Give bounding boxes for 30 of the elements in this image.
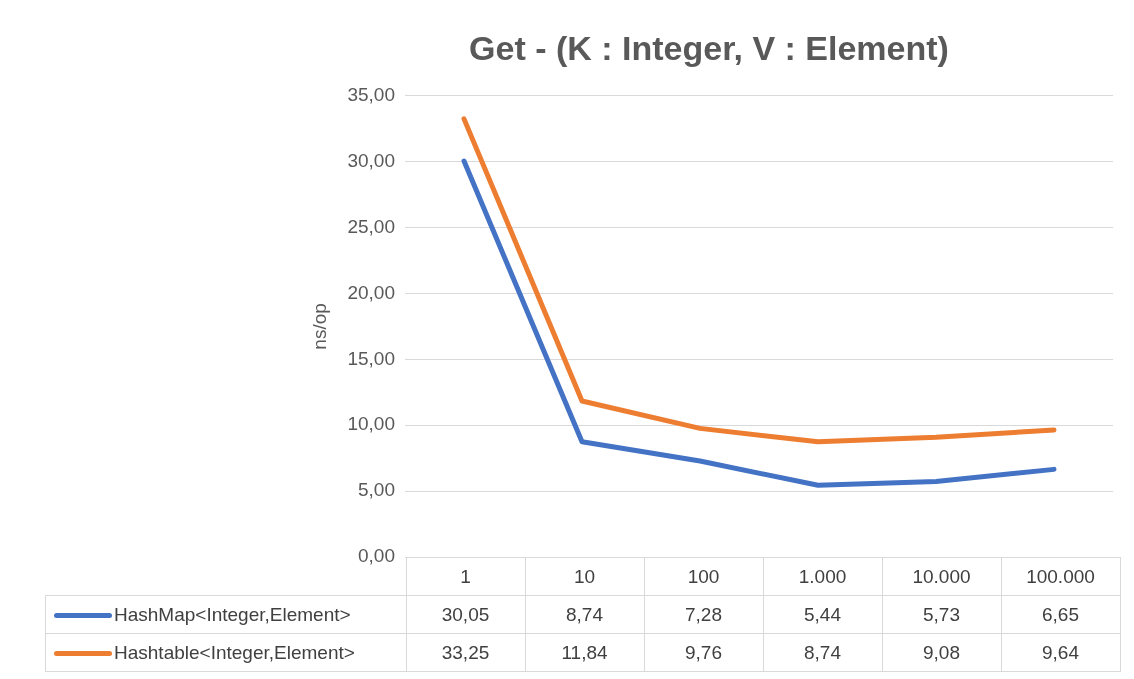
y-tick-label: 0,00: [358, 545, 395, 567]
data-label: 5,44: [763, 595, 882, 634]
legend-label: Hashtable<Integer,Element>: [45, 633, 406, 672]
x-tick-label: 10: [525, 557, 644, 596]
y-axis-title: ns/op: [308, 303, 330, 350]
x-tick-label: 10.000: [882, 557, 1001, 596]
x-tick-label: 100.000: [1001, 557, 1120, 596]
y-tick-label: 30,00: [347, 149, 395, 171]
data-label: 9,76: [644, 633, 763, 672]
x-tick-label: 1.000: [763, 557, 882, 596]
data-label: 8,74: [525, 595, 644, 634]
x-tick-label: 100: [644, 557, 763, 596]
data-label: 6,65: [1001, 595, 1120, 634]
data-label: 11,84: [525, 633, 644, 672]
y-tick-label: 20,00: [347, 281, 395, 303]
data-label: 33,25: [406, 633, 525, 672]
x-tick-label: 1: [406, 557, 525, 596]
data-label: 7,28: [644, 595, 763, 634]
y-tick-label: 15,00: [347, 347, 395, 369]
y-tick-label: 10,00: [347, 413, 395, 435]
data-label: 30,05: [406, 595, 525, 634]
y-tick-label: 5,00: [358, 479, 395, 501]
chart-title: Get - (K : Integer, V : Element): [469, 28, 949, 67]
data-label: 9,64: [1001, 633, 1120, 672]
data-label: 5,73: [882, 595, 1001, 634]
legend-label: HashMap<Integer,Element>: [45, 595, 406, 634]
data-label: 8,74: [763, 633, 882, 672]
data-label: 9,08: [882, 633, 1001, 672]
y-tick-label: 25,00: [347, 215, 395, 237]
y-tick-label: 35,00: [347, 84, 395, 106]
